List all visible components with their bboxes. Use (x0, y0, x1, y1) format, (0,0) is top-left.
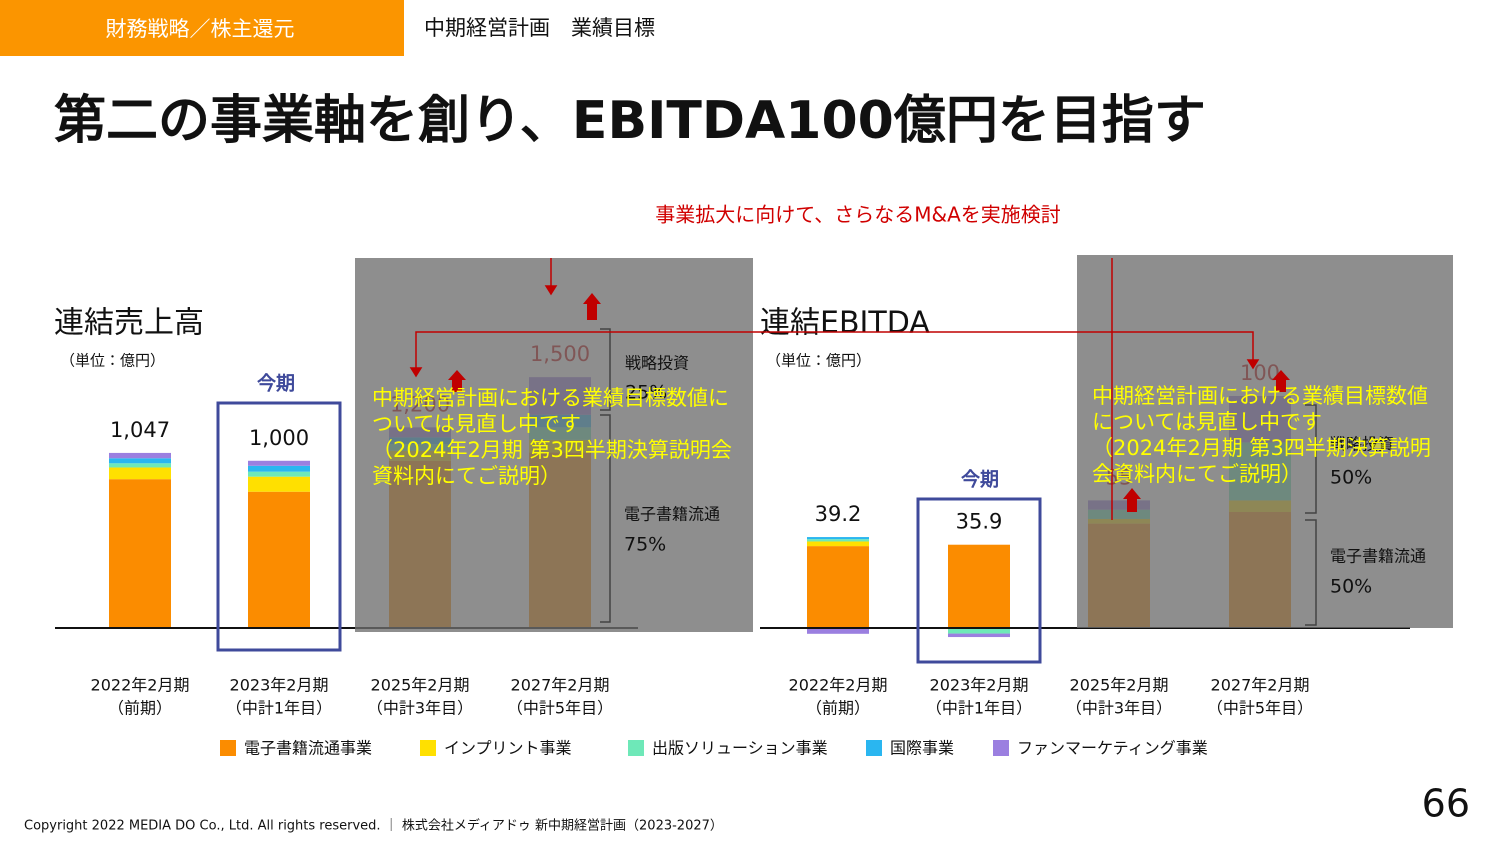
annotation: 電子書籍流通 (624, 505, 720, 524)
x-tick-label: 2022年2月期 (789, 676, 888, 695)
legend-swatch (993, 740, 1009, 756)
bar-segment (109, 458, 171, 464)
total-label: 35.9 (956, 510, 1003, 534)
x-tick-label: 2025年2月期 (1070, 676, 1169, 695)
x-tick-note: （中計1年目） (926, 699, 1032, 718)
bar-segment (109, 463, 171, 468)
chart-title: 連結売上高 (54, 306, 204, 341)
total-label: 1,000 (249, 426, 309, 450)
current-label: 今期 (257, 372, 295, 395)
bar-segment (807, 628, 869, 634)
annotation: 75% (624, 534, 666, 556)
current-label: 今期 (961, 468, 999, 491)
bar-segment (248, 460, 310, 466)
current-frame (916, 497, 1042, 664)
bar-segment (948, 628, 1010, 634)
x-tick-note: （中計5年目） (1207, 699, 1313, 718)
bar-segment (109, 467, 171, 480)
callout: 事業拡大に向けて、さらなるM&Aを実施検討 (655, 203, 1061, 227)
bracket (1305, 404, 1317, 626)
slide-title: 第二の事業軸を創り、EBITDA100億円を目指す (54, 91, 1206, 151)
x-tick-note: （中計3年目） (1066, 699, 1172, 718)
legend-swatch (866, 740, 882, 756)
x-tick-note: （前期） (108, 699, 172, 718)
legend-swatch (220, 740, 236, 756)
annotation: 電子書籍流通 (1330, 547, 1426, 566)
bar-segment (948, 544, 1010, 628)
bar-segment (248, 476, 310, 492)
bar-segment (948, 633, 1010, 638)
annotation: 25% (625, 382, 667, 404)
overlay (1077, 255, 1453, 628)
x-tick-label: 2022年2月期 (91, 676, 190, 695)
copyright: Copyright 2022 MEDIA DO Co., Ltd. All ri… (24, 818, 723, 834)
bar-segment (807, 539, 869, 542)
bar-segment (109, 479, 171, 628)
annotation: 戦略投資 (1330, 435, 1394, 454)
x-tick-label: 2027年2月期 (1211, 676, 1310, 695)
connector (409, 258, 1290, 520)
bracket (600, 328, 611, 623)
legend: 電子書籍流通事業 インプリント事業 出版ソリューション事業 国際事業 ファンマーケティン… (220, 739, 1208, 758)
overlay (355, 258, 753, 632)
bar-segment (109, 452, 171, 459)
legend-swatch (420, 740, 436, 756)
bar-segment (807, 546, 869, 628)
legend-label: 電子書籍流通事業 (244, 739, 372, 758)
total-label: 1,047 (110, 418, 170, 442)
x-tick-label: 2027年2月期 (511, 676, 610, 695)
section-tab (0, 0, 404, 56)
chart-subtitle: （単位：億円） (766, 352, 871, 370)
x-tick-label: 2023年2月期 (930, 676, 1029, 695)
legend-swatch (628, 740, 644, 756)
x-tick-label: 2025年2月期 (371, 676, 470, 695)
bar-segment (248, 471, 310, 477)
overlay-note: 中期経営計画における業績目標数値については見直し中です （2024年2月期 第3… (372, 386, 732, 488)
topic-label: 中期経営計画 業績目標 (424, 16, 655, 40)
x-tick-note: （中計3年目） (367, 699, 473, 718)
section-label: 財務戦略／株主還元 (106, 17, 295, 41)
annotation: 50% (1330, 576, 1372, 598)
x-tick-note: （中計5年目） (507, 699, 613, 718)
bar-segment (248, 491, 310, 628)
chart-title: 連結EBITDA (760, 306, 930, 341)
total-label: 39.2 (815, 502, 862, 526)
x-tick-note: （前期） (806, 699, 870, 718)
x-tick-label: 2023年2月期 (230, 676, 329, 695)
chart-subtitle: （単位：億円） (60, 352, 165, 370)
bar-segment (248, 465, 310, 472)
legend-label: 国際事業 (890, 739, 954, 758)
overlay-note: 中期経営計画における業績目標数値については見直し中です （2024年2月期 第3… (1092, 384, 1431, 486)
legend-label: ファンマーケティング事業 (1017, 739, 1208, 758)
legend-label: インプリント事業 (444, 739, 572, 758)
annotation: 戦略投資 (625, 354, 689, 373)
page-number: 66 (1422, 782, 1470, 826)
annotation: 50% (1330, 467, 1372, 489)
current-frame (216, 401, 342, 652)
bar-segment (807, 541, 869, 547)
legend-label: 出版ソリューション事業 (652, 739, 828, 758)
bar-segment (807, 537, 869, 540)
x-tick-note: （中計1年目） (226, 699, 332, 718)
